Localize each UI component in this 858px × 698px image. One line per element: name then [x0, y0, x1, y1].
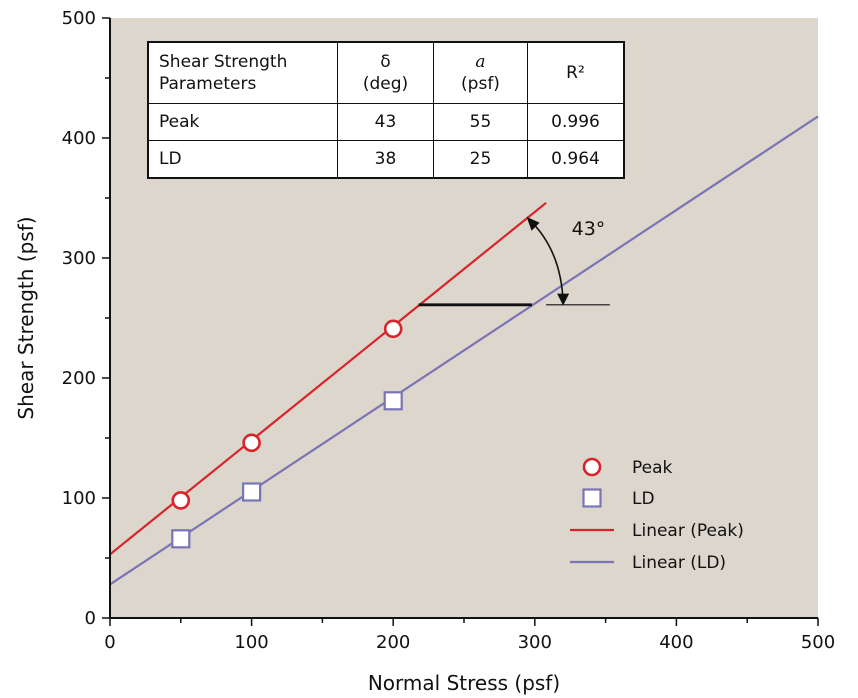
data-point-ld	[383, 391, 403, 411]
table-row-ld: LD 38 25 0.964	[147, 140, 625, 179]
y-tick-label: 200	[62, 368, 96, 389]
header-delta-unit: (deg)	[362, 74, 409, 94]
data-point-ld	[171, 529, 191, 549]
y-tick-label: 100	[62, 488, 96, 509]
y-axis-label: Shear Strength (psf)	[14, 216, 38, 419]
legend-marker-peak	[582, 457, 602, 477]
table-cell: Peak	[147, 103, 338, 141]
legend-label: Linear (Peak)	[632, 521, 744, 541]
header-parameters: Shear Strength Parameters	[147, 41, 338, 104]
legend: Peak LD Linear (Peak) Linear (LD)	[570, 457, 744, 573]
table-cell: 25	[433, 140, 528, 179]
arrowhead-icon	[557, 293, 570, 306]
x-axis-label: Normal Stress (psf)	[368, 671, 560, 695]
x-tick-label: 400	[659, 632, 693, 653]
header-a-symbol: a	[475, 52, 486, 72]
y-tick-label: 400	[62, 128, 96, 149]
x-tick-label: 300	[518, 632, 552, 653]
x-tick-label: 500	[801, 632, 835, 653]
x-tick-label: 0	[104, 632, 115, 653]
header-r2: R²	[527, 41, 625, 104]
data-point-peak	[242, 433, 261, 453]
table-cell: 55	[433, 103, 528, 141]
angle-arc	[529, 220, 564, 304]
legend-label: Peak	[632, 458, 673, 478]
table-cell: LD	[147, 140, 338, 179]
angle-label: 43°	[572, 218, 606, 240]
legend-label: LD	[632, 489, 655, 509]
header-parameters-line1: Shear Strength	[159, 52, 288, 72]
table-row-peak: Peak 43 55 0.996	[147, 103, 625, 141]
header-delta-symbol: δ	[380, 52, 391, 72]
table-cell: 0.996	[527, 103, 625, 141]
table-cell: 43	[337, 103, 434, 141]
legend-marker-ld	[582, 488, 602, 508]
legend-label: Linear (LD)	[632, 553, 726, 573]
x-tick-label: 100	[234, 632, 268, 653]
angle-annotation: 43°	[418, 216, 610, 307]
header-a: a (psf)	[433, 41, 528, 104]
parameters-table: Shear Strength Parameters δ (deg) a (psf…	[147, 41, 625, 179]
data-point-peak	[171, 491, 191, 510]
data-point-ld	[242, 482, 262, 502]
y-tick-label: 300	[62, 248, 96, 269]
y-tick-label: 500	[62, 8, 96, 29]
data-points	[171, 319, 403, 549]
axes: 0 100 200 300 400 500 0 100 200 300 400 500	[62, 8, 836, 653]
arrowhead-icon	[526, 216, 540, 231]
x-tick-label: 200	[376, 632, 410, 653]
header-parameters-line2: Parameters	[159, 74, 257, 94]
data-point-peak	[383, 319, 403, 339]
trendline-ld	[109, 115, 819, 586]
table-cell: 38	[337, 140, 434, 179]
header-delta: δ (deg)	[337, 41, 434, 104]
header-a-unit: (psf)	[461, 74, 500, 94]
table-header-row: Shear Strength Parameters δ (deg) a (psf…	[147, 41, 625, 104]
table-cell: 0.964	[527, 140, 625, 179]
y-tick-label: 0	[85, 608, 96, 629]
header-r2-symbol: R²	[566, 63, 585, 83]
